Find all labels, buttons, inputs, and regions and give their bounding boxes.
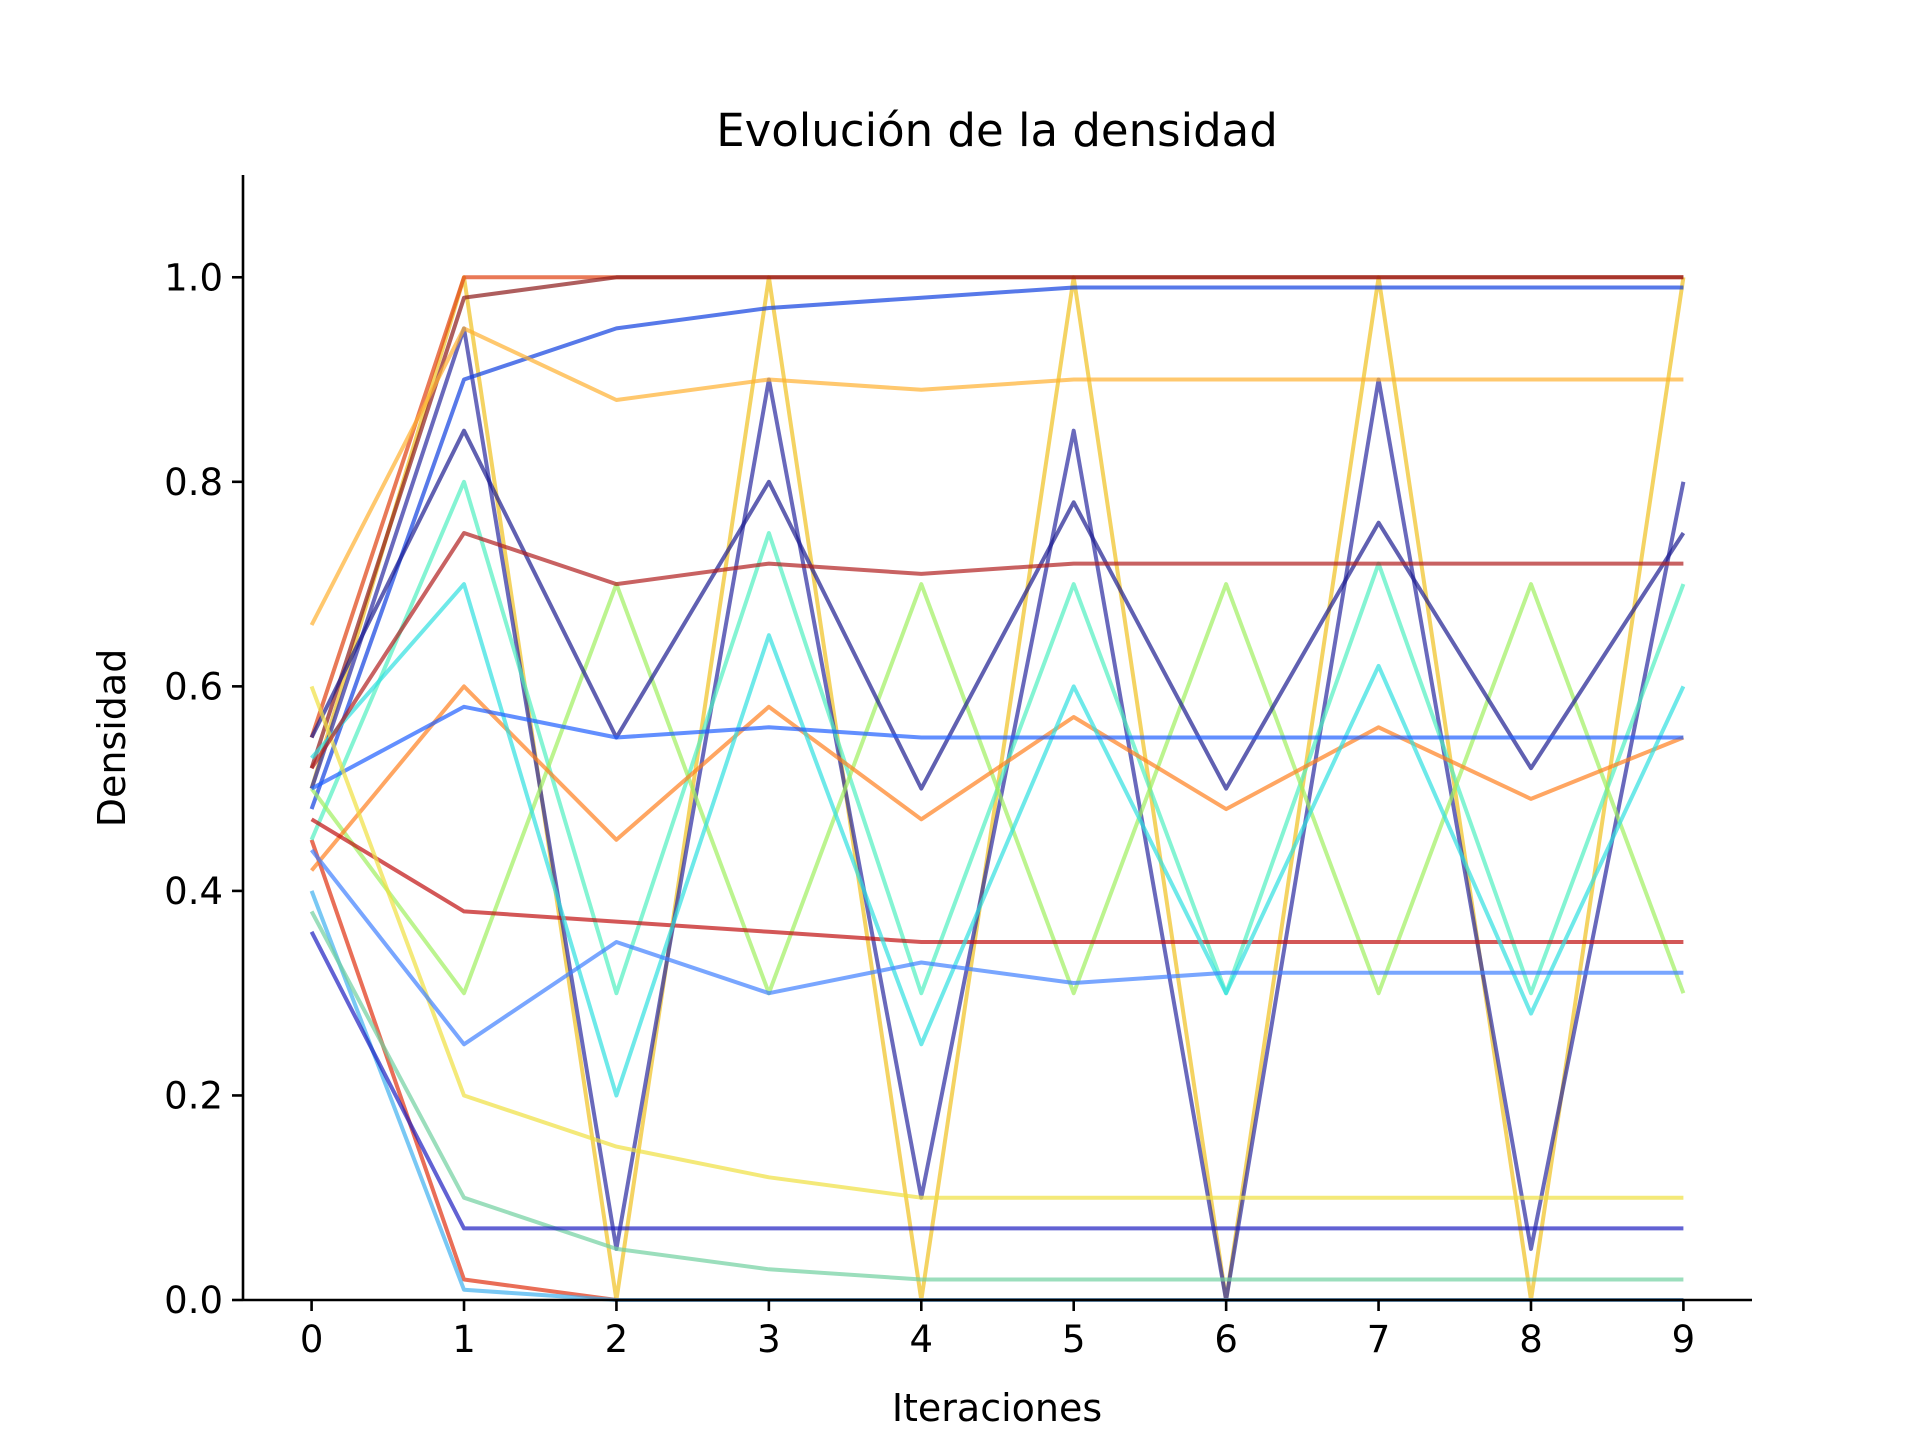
series-line-10 bbox=[310, 684, 1685, 872]
series-line-12 bbox=[310, 582, 1686, 1098]
series-line-15 bbox=[309, 910, 1684, 1282]
series-lines bbox=[309, 275, 1686, 1302]
series-line-9 bbox=[309, 428, 1686, 791]
series-line-11 bbox=[310, 817, 1684, 944]
x-tick-label: 5 bbox=[1062, 1318, 1086, 1361]
series-line-18 bbox=[309, 326, 1684, 626]
y-tick-label: 1.0 bbox=[164, 256, 223, 299]
series-line-17 bbox=[310, 848, 1684, 1047]
y-ticks: 0.0 0.2 0.4 0.6 0.8 1.0 bbox=[164, 256, 243, 1322]
y-tick-label: 0.6 bbox=[164, 665, 223, 708]
x-tick-label: 6 bbox=[1214, 1318, 1238, 1361]
y-tick-label: 0.0 bbox=[164, 1279, 223, 1322]
x-ticks: 0 1 2 3 4 5 6 7 8 9 bbox=[300, 1300, 1695, 1361]
x-tick-label: 9 bbox=[1672, 1318, 1696, 1361]
series-line-5 bbox=[309, 275, 1684, 769]
series-line-8 bbox=[309, 582, 1686, 996]
series-line-1 bbox=[309, 326, 1686, 1302]
series-line-19 bbox=[309, 930, 1684, 1231]
x-tick-label: 3 bbox=[757, 1318, 781, 1361]
x-tick-label: 2 bbox=[605, 1318, 629, 1361]
y-tick-label: 0.8 bbox=[164, 461, 223, 504]
series-line-4 bbox=[309, 275, 1684, 739]
series-line-2 bbox=[309, 839, 1684, 1302]
series-line-14 bbox=[309, 685, 1684, 1200]
series-line-13 bbox=[310, 704, 1684, 791]
x-tick-label: 1 bbox=[452, 1318, 476, 1361]
x-tick-label: 7 bbox=[1367, 1318, 1391, 1361]
series-line-6 bbox=[309, 285, 1684, 810]
series-line-16 bbox=[309, 531, 1684, 770]
x-tick-label: 4 bbox=[910, 1318, 934, 1361]
y-axis-label: Densidad bbox=[90, 649, 134, 828]
y-tick-label: 0.4 bbox=[164, 870, 223, 913]
x-tick-label: 0 bbox=[300, 1318, 324, 1361]
x-tick-label: 8 bbox=[1519, 1318, 1543, 1361]
x-axis-label: Iteraciones bbox=[892, 1386, 1102, 1430]
chart-title: Evolución de la densidad bbox=[716, 104, 1278, 157]
y-tick-label: 0.2 bbox=[164, 1074, 223, 1117]
